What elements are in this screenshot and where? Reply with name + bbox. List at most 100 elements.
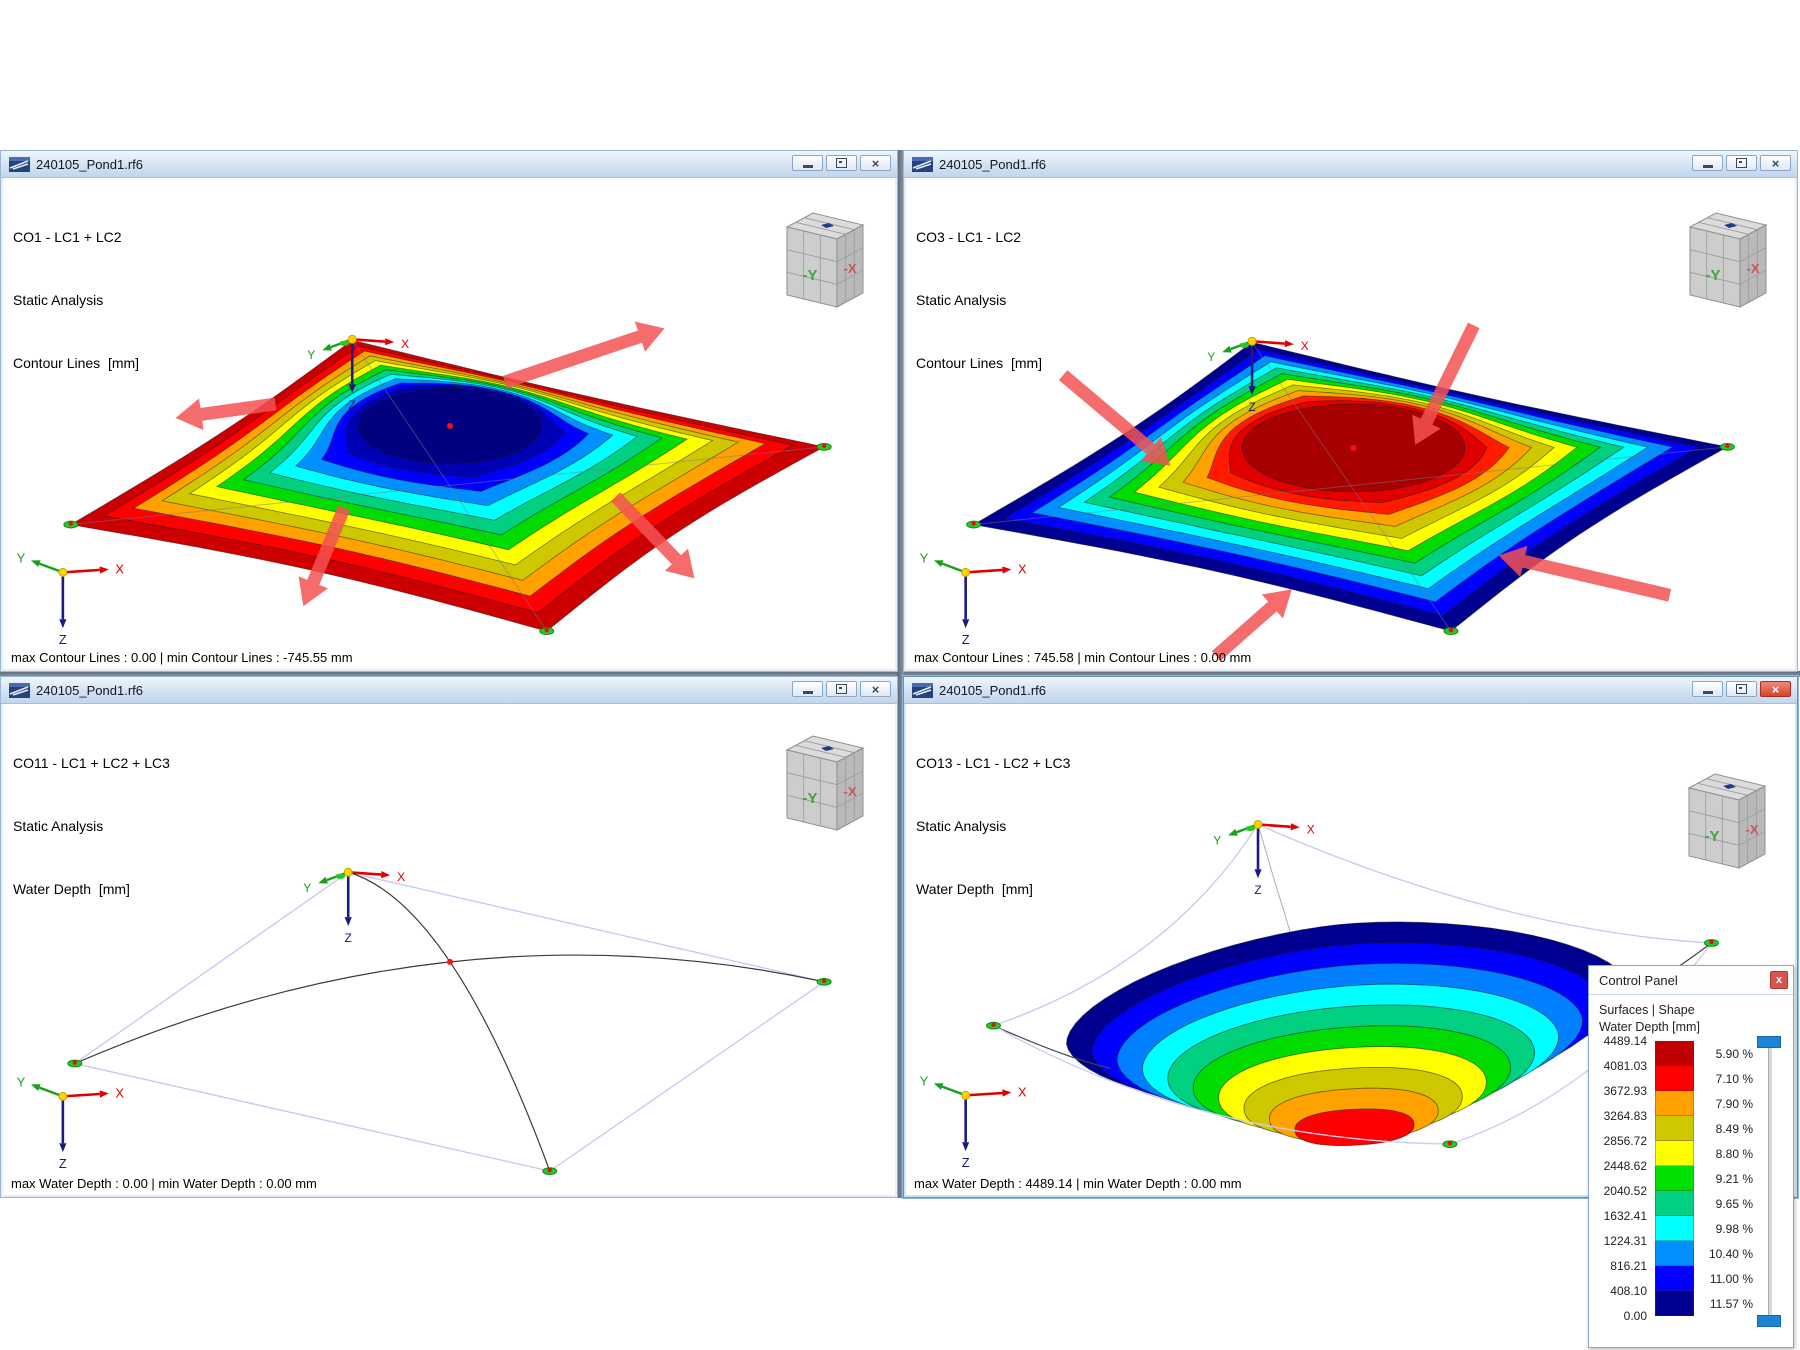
minimize-button[interactable] <box>792 155 823 171</box>
svg-text:Z: Z <box>349 398 356 412</box>
app-icon <box>912 682 933 698</box>
close-icon: × <box>871 681 880 697</box>
svg-text:Y: Y <box>17 550 26 565</box>
legend-slider-track[interactable] <box>1768 1040 1772 1322</box>
legend-value: 1224.31 <box>1603 1234 1647 1248</box>
maximize-button[interactable] <box>826 155 857 171</box>
legend-value: 3672.93 <box>1603 1084 1647 1098</box>
close-icon: × <box>1771 155 1780 171</box>
svg-text:X: X <box>1301 339 1309 353</box>
analysis-type-label: Static Analysis <box>13 292 104 308</box>
navigation-cube[interactable]: -Y -X <box>777 724 872 836</box>
model-view-water-bowl[interactable]: Y X Z Y X Z <box>904 677 1797 1197</box>
window-titlebar[interactable]: 240105_Pond1.rf6 × <box>904 151 1797 178</box>
legend-value: 1632.41 <box>1603 1209 1647 1223</box>
result-type-label: Contour Lines [mm] <box>916 355 1043 371</box>
legend-color-swatch[interactable] <box>1655 1166 1694 1191</box>
svg-text:-Y: -Y <box>803 790 818 807</box>
result-header: CO11 - LC1 + LC2 + LC3 Static Analysis W… <box>13 711 170 942</box>
svg-text:-X: -X <box>844 784 857 799</box>
close-button[interactable]: × <box>860 681 891 697</box>
legend-color-swatch[interactable] <box>1655 1266 1694 1291</box>
maximize-icon <box>836 158 847 168</box>
minimize-button[interactable] <box>1692 681 1723 697</box>
legend-color-swatch[interactable] <box>1655 1041 1694 1066</box>
close-button[interactable]: × <box>860 155 891 171</box>
viewport-window-co3: Y X Z Y X Z 240105_Pond1.rf6 × CO3 - LC1 - LC… <box>903 150 1798 672</box>
svg-text:Y: Y <box>920 1073 929 1088</box>
svg-text:-Y: -Y <box>1705 828 1720 845</box>
svg-text:Y: Y <box>307 348 315 362</box>
close-button[interactable]: × <box>1760 681 1791 697</box>
svg-text:X: X <box>1307 822 1315 836</box>
navigation-cube[interactable]: -Y -X <box>1680 201 1775 313</box>
legend-value: 4081.03 <box>1603 1059 1647 1073</box>
maximize-button[interactable] <box>1726 155 1757 171</box>
window-title: 240105_Pond1.rf6 <box>36 156 143 172</box>
svg-text:X: X <box>1018 561 1027 576</box>
legend-percent: 7.10 % <box>1715 1071 1753 1086</box>
legend-percent: 8.80 % <box>1715 1146 1753 1161</box>
svg-text:-X: -X <box>844 261 857 276</box>
load-combo-label: CO13 - LC1 - LC2 + LC3 <box>916 755 1071 771</box>
navigation-cube[interactable]: -Y -X <box>1679 762 1774 874</box>
legend-range-handle-top[interactable] <box>1757 1036 1781 1048</box>
result-type-label: Contour Lines [mm] <box>13 355 140 371</box>
legend-color-swatch[interactable] <box>1655 1141 1694 1166</box>
svg-text:Z: Z <box>962 1155 970 1170</box>
legend-value: 0.00 <box>1623 1309 1647 1323</box>
close-button[interactable]: × <box>1760 155 1791 171</box>
legend-percent: 9.65 % <box>1715 1196 1753 1211</box>
analysis-type-label: Static Analysis <box>916 292 1007 308</box>
model-view-contour-down[interactable]: Y X Z Y X Z <box>1 151 897 671</box>
result-header: CO1 - LC1 + LC2 Static Analysis Contour … <box>13 185 139 416</box>
svg-text:Z: Z <box>345 931 352 945</box>
legend-value: 2448.62 <box>1603 1159 1647 1173</box>
minimize-button[interactable] <box>792 681 823 697</box>
control-panel-close-button[interactable]: x <box>1770 971 1788 989</box>
legend-percent: 9.98 % <box>1715 1221 1753 1236</box>
navigation-cube[interactable]: -Y -X <box>777 201 872 313</box>
legend-percent: 8.49 % <box>1715 1121 1753 1136</box>
legend-color-swatch[interactable] <box>1655 1216 1694 1241</box>
legend-range-handle-bottom[interactable] <box>1757 1315 1781 1327</box>
legend-color-swatch[interactable] <box>1655 1116 1694 1141</box>
control-panel-titlebar[interactable]: Control Panel x <box>1589 966 1793 995</box>
analysis-type-label: Static Analysis <box>916 818 1007 834</box>
window-titlebar[interactable]: 240105_Pond1.rf6 × <box>904 677 1797 704</box>
window-splitter-vertical[interactable] <box>897 150 904 1198</box>
svg-text:Z: Z <box>962 632 970 647</box>
svg-text:X: X <box>115 1085 124 1100</box>
maximize-button[interactable] <box>826 681 857 697</box>
window-titlebar[interactable]: 240105_Pond1.rf6 × <box>1 677 897 704</box>
legend-color-swatch[interactable] <box>1655 1066 1694 1091</box>
maximize-icon <box>1736 158 1747 168</box>
legend-color-swatch[interactable] <box>1655 1091 1694 1116</box>
legend-color-swatch[interactable] <box>1655 1291 1694 1316</box>
legend-percent: 7.90 % <box>1715 1096 1753 1111</box>
svg-text:-X: -X <box>1747 261 1760 276</box>
legend-color-swatch[interactable] <box>1655 1191 1694 1216</box>
svg-text:Y: Y <box>17 1074 26 1089</box>
svg-text:Y: Y <box>303 881 311 895</box>
svg-text:Y: Y <box>920 550 929 565</box>
svg-text:X: X <box>115 561 124 576</box>
svg-text:Y: Y <box>1213 833 1221 847</box>
app-icon <box>9 156 30 172</box>
model-view-contour-up[interactable]: Y X Z Y X Z <box>904 151 1797 671</box>
legend-value: 408.10 <box>1610 1284 1647 1298</box>
legend-percent: 11.57 % <box>1709 1296 1753 1311</box>
viewport-window-co1: Y X Z Y X Z 240105_Pond1.rf6 × CO1 - LC1 + LC… <box>0 150 898 672</box>
minimize-button[interactable] <box>1692 155 1723 171</box>
result-type-label: Water Depth [mm] <box>13 881 130 897</box>
maximize-button[interactable] <box>1726 681 1757 697</box>
model-view-wireframe[interactable]: Y X Z Y X Z <box>1 677 897 1197</box>
status-minmax: max Contour Lines : 745.58 | min Contour… <box>914 650 1252 665</box>
result-header: CO3 - LC1 - LC2 Static Analysis Contour … <box>916 185 1042 416</box>
maximize-icon <box>1736 684 1747 694</box>
legend-color-swatch[interactable] <box>1655 1241 1694 1266</box>
legend-percent: 11.00 % <box>1709 1271 1753 1286</box>
window-title: 240105_Pond1.rf6 <box>36 682 143 698</box>
window-titlebar[interactable]: 240105_Pond1.rf6 × <box>1 151 897 178</box>
status-minmax: max Water Depth : 4489.14 | min Water De… <box>914 1176 1242 1191</box>
